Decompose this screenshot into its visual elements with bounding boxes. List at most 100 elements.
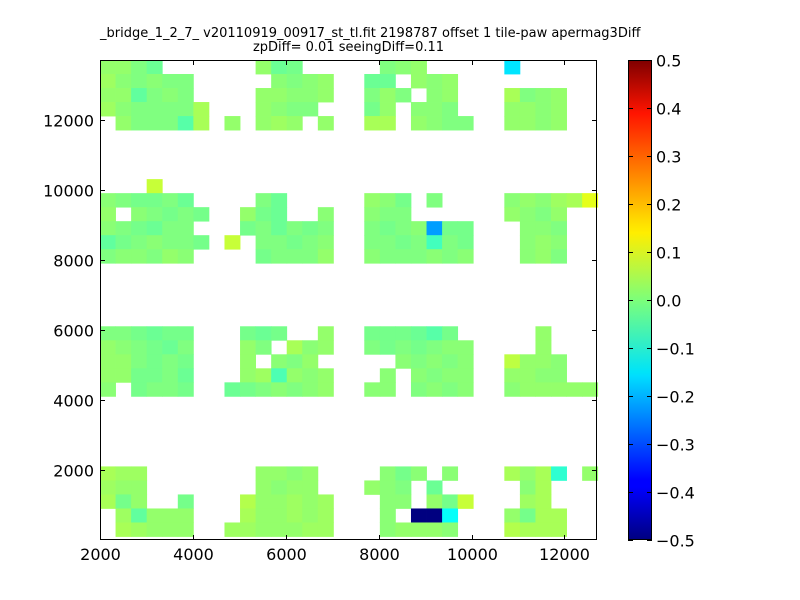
x-tick-label: 6000 — [266, 545, 307, 564]
y-tick-label: 12000 — [43, 112, 94, 131]
heatmap-cell — [100, 466, 116, 481]
heatmap-cell — [442, 235, 459, 250]
heatmap-cell — [364, 193, 381, 208]
heatmap-cell — [162, 508, 179, 523]
heatmap-cell — [131, 382, 148, 397]
heatmap-cell — [240, 354, 256, 369]
heatmap-cell — [535, 326, 552, 341]
heatmap-cell — [177, 494, 194, 509]
heatmap-cell — [240, 221, 256, 236]
heatmap-cell — [131, 522, 148, 537]
heatmap-cell — [426, 326, 443, 341]
heatmap-cell — [379, 102, 396, 117]
heatmap-cell — [255, 88, 272, 103]
heatmap-cell — [255, 102, 272, 117]
heatmap-cell — [410, 340, 427, 355]
heatmap-cell — [100, 88, 116, 103]
y-axis: 2000 4000 6000 8000 10000 12000 — [43, 112, 597, 481]
heatmap-cell — [379, 74, 396, 89]
heatmap-cell — [519, 466, 536, 481]
heatmap-cell — [271, 466, 288, 481]
heatmap-cell — [177, 368, 194, 383]
chart-subtitle: zpDiff= 0.01 seeingDiff=0.11 — [252, 40, 445, 55]
heatmap-cell — [115, 354, 132, 369]
heatmap-cell — [317, 249, 334, 264]
heatmap-cell — [115, 508, 132, 523]
heatmap-cell — [442, 249, 459, 264]
heatmap-cell — [302, 354, 319, 369]
heatmap-cell — [457, 354, 474, 369]
heatmap-cell — [131, 249, 148, 264]
heatmap-cell — [115, 74, 132, 89]
heatmap-cell — [379, 466, 396, 481]
heatmap-cell — [286, 116, 303, 131]
heatmap-cell — [442, 221, 459, 236]
heatmap-cell — [551, 466, 567, 481]
heatmap-cell — [535, 382, 552, 397]
heatmap-cell — [395, 340, 412, 355]
heatmap-cell — [131, 340, 148, 355]
heatmap-cell — [271, 74, 288, 89]
heatmap-cell — [100, 340, 116, 355]
heatmap-cell — [146, 193, 163, 208]
heatmap-cell — [582, 382, 599, 397]
heatmap-cell — [115, 249, 132, 264]
heatmap-cell — [162, 221, 179, 236]
heatmap-cell — [379, 235, 396, 250]
heatmap-cell — [457, 494, 474, 509]
heatmap-cell — [519, 193, 536, 208]
heatmap-cell — [100, 60, 116, 75]
heatmap-cell — [100, 207, 116, 222]
heatmap-cell — [317, 116, 334, 131]
heatmap-cell — [286, 235, 303, 250]
heatmap-cell — [395, 207, 412, 222]
heatmap-cell — [519, 102, 536, 117]
heatmap-cell — [271, 382, 288, 397]
heatmap-cell — [162, 102, 179, 117]
heatmap-cell — [131, 354, 148, 369]
heatmap-cell — [442, 74, 459, 89]
heatmap-cell — [317, 508, 334, 523]
heatmap-cell — [410, 522, 427, 537]
heatmap-cell — [426, 480, 443, 495]
chart-title: _bridge_1_2_7_ v20110919_00917_st_tl.fit… — [100, 26, 641, 41]
heatmap-cell — [131, 207, 148, 222]
heatmap-cell — [519, 368, 536, 383]
heatmap-cell — [146, 179, 163, 194]
heatmap-cell — [131, 508, 148, 523]
heatmap-cell — [566, 193, 583, 208]
heatmap-cell — [240, 508, 256, 523]
heatmap-cell — [535, 88, 552, 103]
heatmap-cell — [302, 466, 319, 481]
heatmap-cell — [177, 74, 194, 89]
heatmap-cell — [302, 221, 319, 236]
heatmap-cell — [255, 466, 272, 481]
heatmap-cell — [379, 193, 396, 208]
heatmap-cell — [302, 382, 319, 397]
heatmap-cell — [364, 480, 381, 495]
heatmap-cell — [286, 249, 303, 264]
heatmap-cell — [535, 522, 552, 537]
heatmap-cell — [286, 466, 303, 481]
heatmap-cell — [364, 249, 381, 264]
heatmap-cell — [317, 74, 334, 89]
heatmap-cell — [317, 235, 334, 250]
heatmap-cell — [177, 116, 194, 131]
heatmap-cell — [535, 249, 552, 264]
heatmap-cell — [177, 235, 194, 250]
heatmap-cell — [115, 102, 132, 117]
heatmap-cell — [115, 88, 132, 103]
heatmap-cell — [286, 354, 303, 369]
heatmap-cell — [271, 193, 288, 208]
heatmap-cell — [131, 102, 148, 117]
heatmap-cell — [177, 221, 194, 236]
heatmap-cell — [177, 88, 194, 103]
heatmap-cell — [457, 221, 474, 236]
heatmap-cell — [442, 102, 459, 117]
heatmap-cell — [286, 522, 303, 537]
heatmap-cell — [551, 522, 567, 537]
heatmap-cell — [100, 249, 116, 264]
heatmap-cell — [286, 368, 303, 383]
heatmap-cell — [457, 235, 474, 250]
heatmap-cell — [255, 116, 272, 131]
